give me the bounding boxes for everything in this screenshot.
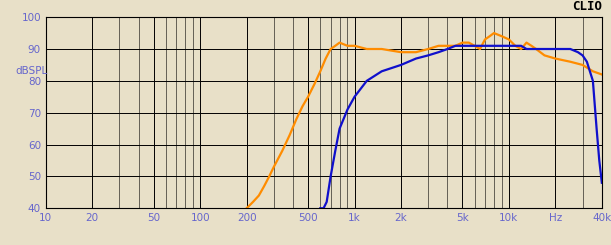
Text: CLIO: CLIO — [572, 0, 602, 13]
Text: dBSPL: dBSPL — [15, 66, 48, 76]
